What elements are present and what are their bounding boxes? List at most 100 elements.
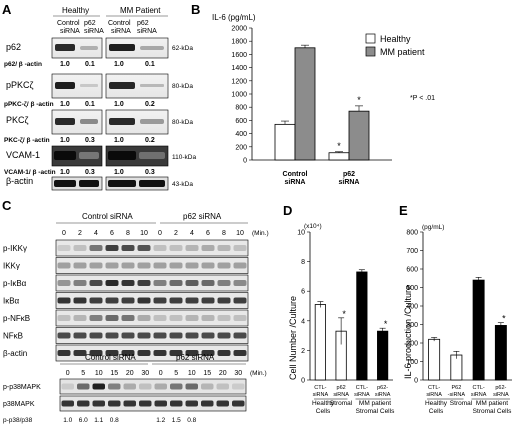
e-bar-label: P62	[451, 385, 461, 391]
c-bottom-time: 0	[66, 370, 70, 377]
e-ytick-label: 600	[406, 267, 418, 274]
c-band	[153, 350, 167, 356]
c-bottom-band	[108, 400, 121, 407]
lane-label-1a: Control	[57, 20, 80, 27]
c-bottom-band	[139, 383, 152, 390]
c-blot-strip	[55, 344, 249, 362]
ratio-ppkcz-1: 1.0	[60, 101, 70, 108]
c-ratio-value: 1.2	[156, 417, 165, 424]
c-top-time: 2	[78, 230, 82, 237]
c-top-time: 0	[158, 230, 162, 237]
band-vcam1-2	[79, 152, 99, 159]
lane-label-1b: siRNA	[60, 28, 80, 35]
c-band	[201, 280, 215, 286]
panel-label-b: B	[191, 2, 200, 17]
c-band	[201, 315, 215, 321]
ratio-p62-4: 0.1	[145, 61, 155, 68]
c-bottom-time: 10	[188, 370, 196, 377]
b-ytick-label: 400	[235, 131, 247, 138]
c-row-name: p-IKKγ	[3, 244, 27, 253]
lane-label-2a: p62	[84, 20, 96, 27]
c-bottom-time: 15	[110, 370, 118, 377]
d-bar-label: siRNA	[313, 392, 329, 398]
kda-ppkcz: 80-kDa	[172, 83, 193, 90]
d-bar	[377, 330, 389, 381]
band-pkcz-2	[80, 119, 98, 124]
b-ytick-label: 200	[235, 144, 247, 151]
c-band	[73, 245, 87, 251]
c-band	[153, 332, 167, 339]
lane-label-4b: siRNA	[137, 28, 157, 35]
c-bottom-band	[92, 383, 105, 390]
c-band	[105, 315, 119, 321]
c-bottom-time: 30	[234, 370, 242, 377]
row-name-ppkcz: pPKCζ	[6, 80, 34, 90]
c-bottom-time: 15	[203, 370, 211, 377]
c-band	[137, 245, 151, 251]
d-ytick-label: 0	[301, 378, 305, 385]
band-p62-4	[140, 46, 164, 50]
c-band	[137, 350, 151, 356]
e-ytick-label: 200	[406, 341, 418, 348]
c-band	[233, 315, 247, 321]
c-blot-strip	[55, 274, 249, 292]
panel-e-chart: (pg/mL) IL-6 production /Culture 0 100 200…	[403, 224, 512, 415]
c-band	[153, 280, 167, 286]
d-bar	[314, 304, 326, 381]
c-top-time: 6	[110, 230, 114, 237]
c-band	[121, 332, 135, 339]
c-ratio-label: p-p38/p38	[3, 417, 33, 424]
c-band	[105, 297, 119, 304]
c-top-time: 6	[206, 230, 210, 237]
c-bottom-band	[61, 383, 74, 390]
b-bar	[274, 123, 296, 161]
panel-label-d: D	[283, 203, 292, 218]
b-significance: *	[337, 141, 341, 151]
row-name-vcam1: VCAM-1	[6, 150, 40, 160]
c-band	[57, 245, 71, 251]
e-ytick-label: 500	[406, 285, 418, 292]
panel-a-blots: Healthy MM Patient Control siRNA p62 siR…	[4, 6, 196, 191]
band-ppkcz-1	[55, 82, 75, 89]
c-top-time: 4	[190, 230, 194, 237]
c-top-time: 0	[62, 230, 66, 237]
c-bottom-band	[232, 383, 245, 390]
band-bactin-3	[108, 180, 136, 187]
b-ytick-label: 1400	[231, 65, 247, 72]
e-group-1-extra: Stromal	[450, 400, 473, 407]
ratio-p62-2: 0.1	[85, 61, 95, 68]
ratio-pkcz-2: 0.3	[85, 137, 95, 144]
c-band	[89, 262, 103, 269]
panel-label-c: C	[2, 198, 12, 213]
e-ytick-label: 800	[406, 230, 418, 237]
c-blot-strip	[55, 257, 249, 274]
b-bar	[294, 47, 316, 161]
ratio-pkcz-4: 0.2	[145, 137, 155, 144]
c-bottom-band	[170, 383, 183, 390]
band-bactin-4	[139, 180, 165, 187]
panel-c-blots: Control siRNA p62 siRNA 0 2 4 6 8 10 0 2 4 6 8 10 (…	[3, 212, 269, 424]
b-cat-1-line1: Control	[283, 171, 308, 178]
kda-vcam1: 110-kDa	[172, 154, 196, 161]
b-ytick-label: 0	[243, 158, 247, 165]
c-band	[137, 315, 151, 321]
c-bottom-band	[123, 383, 136, 390]
c-group-control: Control siRNA	[82, 212, 133, 221]
panel-label-a: A	[2, 2, 12, 17]
e-ytick-label: 400	[406, 304, 418, 311]
c-bottom-group-p62: p62 siRNA	[176, 353, 215, 362]
c-band	[169, 245, 183, 251]
band-pkcz-3	[109, 118, 135, 125]
c-band	[89, 315, 103, 321]
c-band	[57, 262, 71, 269]
c-band	[57, 297, 71, 304]
ratio-pkcz-1: 1.0	[60, 137, 70, 144]
b-bar	[348, 110, 370, 161]
c-bottom-time: 30	[141, 370, 149, 377]
band-p62-3	[109, 44, 135, 51]
blot-p62-left	[51, 37, 103, 59]
e-bar-label: -siRNA	[448, 392, 466, 398]
c-ratio-value: 1.5	[172, 417, 181, 424]
e-ytick-label: 0	[414, 378, 418, 385]
e-bar	[450, 354, 463, 381]
